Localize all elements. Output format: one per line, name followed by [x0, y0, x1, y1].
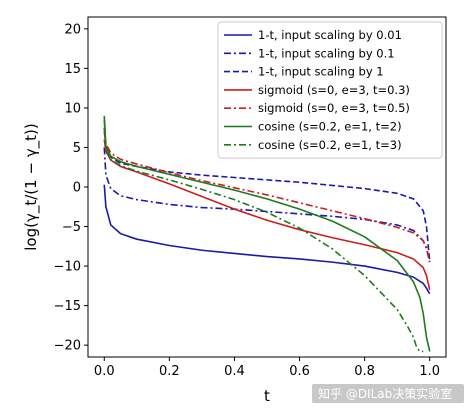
y-tick-label-6: −10 — [54, 260, 81, 275]
series-line-4 — [103, 139, 431, 290]
x-tick-label-2: 0.4 — [224, 364, 245, 379]
legend-label-1: 1-t, input scaling by 0.01 — [258, 28, 402, 42]
legend-label-4: sigmoid (s=0, e=3, t=0.3) — [258, 83, 410, 97]
series-line-2 — [103, 147, 431, 263]
legend-label-5: sigmoid (s=0, e=3, t=0.5) — [258, 101, 410, 115]
watermark-text: 知乎 @DILab决策实验室 — [318, 386, 452, 401]
y-tick-label-2: 10 — [64, 101, 81, 116]
legend-box — [217, 21, 443, 159]
series-line-7 — [103, 119, 424, 353]
series-line-1 — [103, 184, 431, 295]
watermark-background — [312, 384, 464, 403]
axis-ticks: 0.0 0.2 0.4 0.6 0.8 1.0 20 15 10 5 0 −5 −10 −15 −20 — [54, 22, 441, 379]
y-tick-label-8: −20 — [54, 339, 81, 354]
x-tick-label-5: 1.0 — [419, 364, 440, 379]
legend-label-2: 1-t, input scaling by 0.1 — [258, 46, 395, 60]
x-tick-label-4: 0.8 — [354, 364, 375, 379]
series-line-3 — [103, 127, 431, 263]
y-tick-label-7: −15 — [54, 299, 81, 314]
y-tick-label-5: −5 — [62, 220, 81, 235]
legend-label-3: 1-t, input scaling by 1 — [258, 65, 384, 79]
watermark: 知乎 @DILab决策实验室 — [312, 384, 464, 403]
series-line-5 — [103, 131, 431, 263]
y-axis-label: log(γ_t/(1 − γ_t)) — [22, 123, 41, 251]
y-tick-label-0: 20 — [64, 22, 81, 37]
y-tick-label-4: 0 — [73, 181, 81, 196]
x-tick-label-1: 0.2 — [159, 364, 180, 379]
legend-label-6: cosine (s=0.2, e=1, t=2) — [258, 120, 402, 134]
x-tick-label-3: 0.6 — [289, 364, 310, 379]
legend: 1-t, input scaling by 0.01 1-t, input sca… — [217, 21, 443, 159]
series-line-6 — [103, 115, 431, 352]
x-tick-label-0: 0.0 — [94, 364, 115, 379]
legend-label-7: cosine (s=0.2, e=1, t=3) — [258, 138, 402, 152]
x-axis-label: t — [264, 387, 270, 405]
plot-lines — [103, 115, 431, 353]
y-tick-label-3: 5 — [73, 141, 81, 156]
y-tick-label-1: 15 — [64, 62, 81, 77]
